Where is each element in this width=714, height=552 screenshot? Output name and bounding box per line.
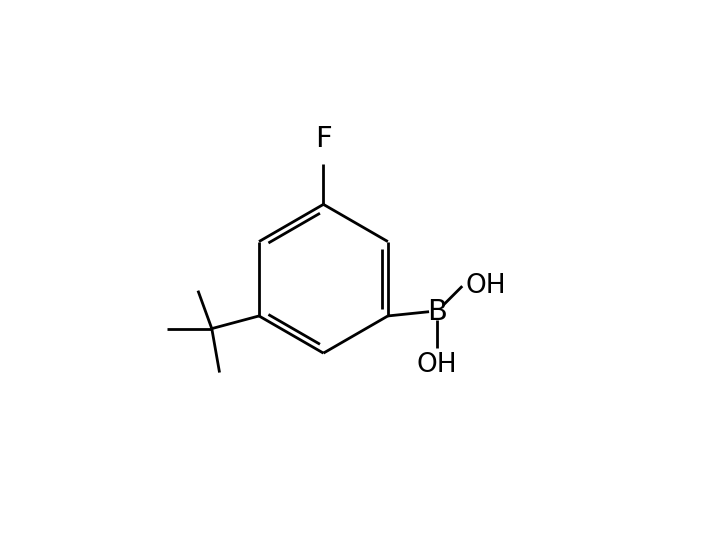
- Text: B: B: [427, 298, 447, 326]
- Text: F: F: [315, 125, 332, 153]
- Text: OH: OH: [416, 352, 457, 378]
- Text: OH: OH: [466, 273, 506, 299]
